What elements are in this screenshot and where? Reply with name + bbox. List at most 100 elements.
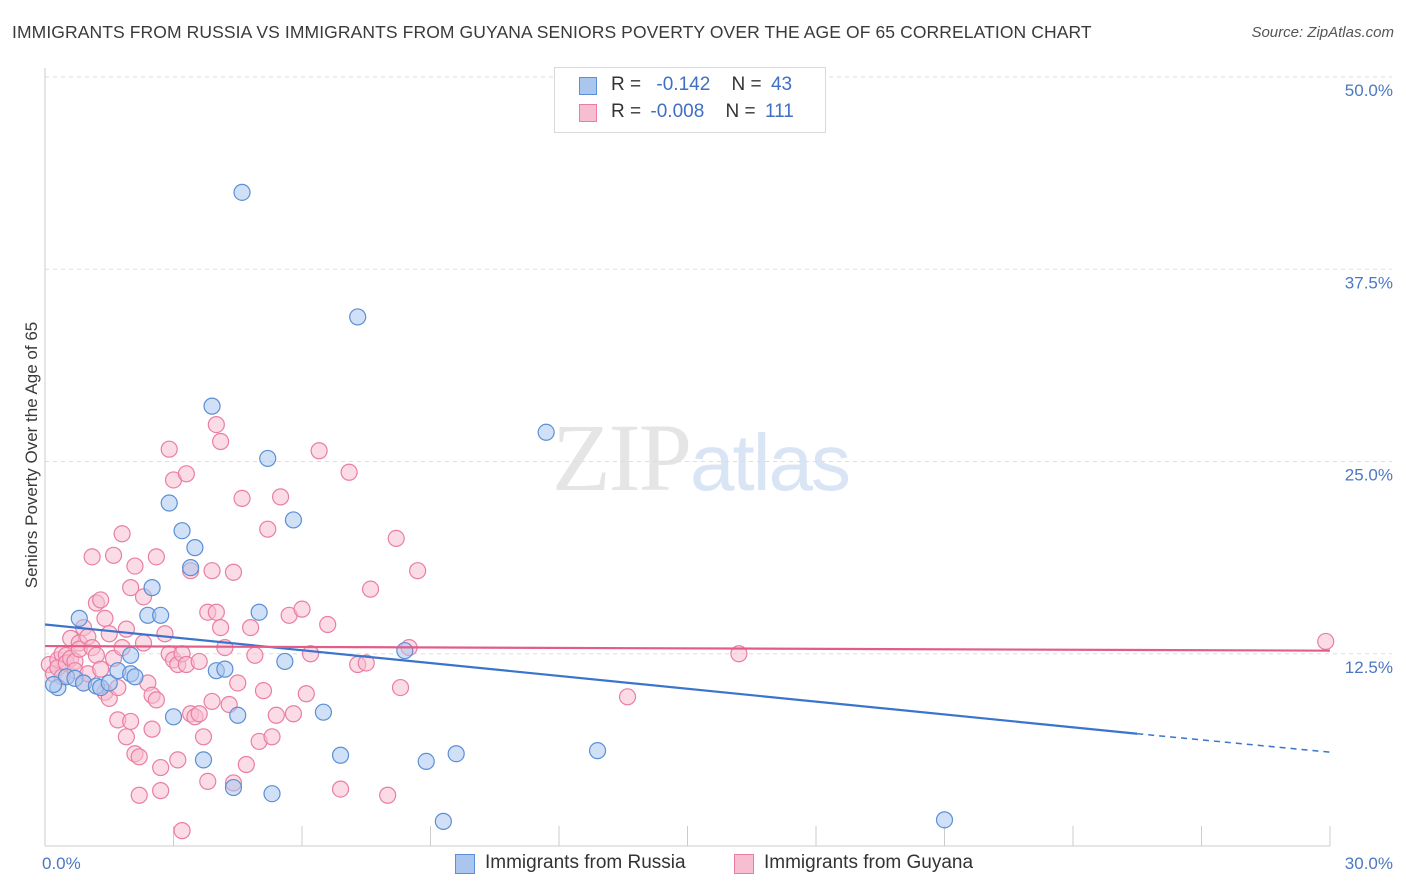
- guyana-point-96: [310, 442, 328, 460]
- guyana-point-89: [267, 706, 285, 724]
- legend-stats-guyana: R = -0.008 N = 111: [611, 101, 794, 122]
- guyana-point-35: [117, 728, 135, 746]
- guyana-point-28: [104, 546, 123, 564]
- grid-lines: [45, 76, 1392, 655]
- guyana-point-34: [117, 620, 135, 638]
- russia-point-35: [396, 642, 414, 660]
- russia-point-41: [935, 811, 954, 829]
- watermark-atlas: atlas: [690, 418, 851, 507]
- guyana-point-41: [130, 786, 148, 804]
- russia-point-19: [186, 539, 204, 557]
- guyana-point-95: [301, 645, 320, 663]
- russia-point-20: [194, 751, 213, 769]
- guyana-point-83: [242, 619, 260, 637]
- trend-lines: [44, 623, 1331, 753]
- guyana-point-65: [190, 652, 208, 671]
- legend-swatch-russia: [579, 77, 597, 95]
- guyana-point-78: [224, 563, 243, 581]
- guyana-point-38: [126, 557, 144, 575]
- guyana-point-107: [409, 562, 427, 580]
- guyana-point-109: [730, 645, 748, 663]
- guyana-point-101: [357, 654, 375, 672]
- russia-point-29: [263, 785, 281, 803]
- guyana-point-80: [229, 674, 247, 692]
- guyana-point-69: [199, 772, 217, 791]
- russia-point-16: [164, 708, 183, 726]
- guyana-point-102: [361, 580, 380, 598]
- guyana-point-22: [92, 591, 110, 609]
- guyana-point-110: [1317, 632, 1335, 651]
- guyana-point-75: [212, 432, 230, 451]
- guyana-point-84: [246, 646, 264, 664]
- russia-point-37: [434, 812, 452, 830]
- series-guyana-points: [40, 415, 1335, 840]
- legend-stats-russia: R = -0.142 N = 43: [611, 74, 793, 95]
- guyana-point-87: [259, 520, 277, 538]
- stats-legend: R = -0.142 N = 43 R = -0.008 N = 111: [554, 67, 826, 133]
- guyana-point-51: [156, 625, 174, 643]
- guyana-point-26: [100, 625, 118, 643]
- legend-swatch-guyana: [579, 104, 597, 122]
- guyana-point-93: [293, 600, 311, 618]
- y-tick-label-2: 37.5%: [1345, 273, 1393, 292]
- guyana-point-92: [284, 705, 303, 723]
- russia-point-40: [588, 742, 607, 760]
- russia-point-38: [447, 745, 465, 763]
- guyana-point-90: [271, 488, 290, 506]
- watermark-zip: ZIP: [552, 404, 692, 511]
- guyana-point-108: [618, 688, 637, 706]
- guyana-point-37: [122, 712, 140, 731]
- russia-point-7: [100, 674, 118, 692]
- guyana-point-33: [113, 525, 131, 543]
- guyana-point-36: [122, 579, 140, 597]
- guyana-point-46: [143, 720, 161, 738]
- trend-line-russia-extension: [1137, 732, 1331, 753]
- russia-point-11: [126, 668, 144, 686]
- guyana-point-71: [203, 692, 221, 711]
- russia-point-30: [276, 652, 294, 671]
- guyana-point-53: [160, 440, 178, 458]
- guyana-point-73: [207, 603, 225, 621]
- y-tick-label-3: 50.0%: [1345, 81, 1393, 100]
- guyana-point-99: [340, 463, 358, 481]
- bottom-legend-label-russia: Immigrants from Russia: [485, 852, 686, 873]
- russia-point-18: [182, 559, 200, 577]
- russia-point-36: [417, 752, 435, 771]
- russia-point-31: [284, 511, 303, 529]
- y-tick-label-0: 12.5%: [1345, 658, 1393, 677]
- watermark: ZIPatlas: [552, 402, 851, 513]
- guyana-point-82: [237, 755, 255, 774]
- guyana-point-40: [130, 748, 148, 766]
- guyana-point-81: [233, 489, 251, 508]
- bottom-legend-label-guyana: Immigrants from Guyana: [764, 852, 974, 873]
- guyana-point-48: [147, 691, 165, 709]
- guyana-point-98: [331, 780, 350, 798]
- bottom-legend-swatch-russia: [455, 854, 475, 874]
- chart-source: Source: ZipAtlas.com: [1251, 24, 1394, 41]
- guyana-point-70: [203, 562, 221, 580]
- russia-point-13: [143, 579, 161, 597]
- guyana-point-97: [319, 615, 337, 634]
- guyana-point-23: [92, 660, 110, 678]
- trend-line-guyana: [44, 644, 1331, 652]
- x-tick-label-0: 0.0%: [42, 854, 81, 873]
- bottom-legend-swatch-guyana: [734, 854, 754, 874]
- guyana-point-67: [194, 728, 213, 746]
- y-tick-label-1: 25.0%: [1345, 466, 1393, 485]
- guyana-point-43: [134, 634, 153, 652]
- russia-point-39: [537, 423, 555, 441]
- chart-title: IMMIGRANTS FROM RUSSIA VS IMMIGRANTS FRO…: [12, 22, 1092, 42]
- russia-point-34: [349, 308, 367, 326]
- guyana-point-49: [152, 758, 170, 777]
- axes: [44, 68, 1331, 847]
- russia-point-17: [173, 522, 191, 540]
- guyana-point-74: [212, 619, 230, 637]
- guyana-point-86: [254, 682, 273, 700]
- guyana-point-19: [83, 548, 101, 566]
- trend-line-russia: [44, 623, 1138, 735]
- tick-labels: 12.5% 25.0% 37.5% 50.0% 0.0% 30.0%: [42, 81, 1393, 873]
- russia-point-23: [216, 660, 234, 678]
- guyana-point-105: [391, 678, 410, 697]
- y-axis-label: Seniors Poverty Over the Age of 65: [22, 322, 41, 588]
